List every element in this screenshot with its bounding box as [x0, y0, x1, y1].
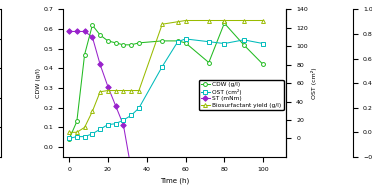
- CDW (g/l): [160, 40, 164, 42]
- CDW (g/l): [222, 22, 227, 24]
- Biosurfactant yield (g/l): [176, 21, 180, 23]
- Biosurfactant yield (g/l): [82, 126, 87, 129]
- Biosurfactant yield (g/l): [206, 19, 211, 22]
- Biosurfactant yield (g/l): [75, 131, 79, 133]
- OST (cm²): [241, 39, 246, 41]
- CDW (g/l): [129, 44, 134, 46]
- Biosurfactant yield (g/l): [222, 19, 227, 22]
- Biosurfactant yield (g/l): [98, 91, 102, 93]
- CDW (g/l): [206, 61, 211, 64]
- Biosurfactant yield (g/l): [90, 110, 94, 112]
- X-axis label: Time (h): Time (h): [160, 177, 189, 184]
- CDW (g/l): [90, 24, 94, 26]
- ST (mNm): [113, 105, 118, 107]
- CDW (g/l): [261, 63, 265, 66]
- ST (mNm): [121, 124, 126, 126]
- ST (mNm): [90, 36, 94, 38]
- CDW (g/l): [176, 40, 180, 42]
- OST (cm²): [222, 42, 227, 45]
- Legend: CDW (g/l), OST (cm²), ST (mNm), Biosurfactant yield (g/l): CDW (g/l), OST (cm²), ST (mNm), Biosurfa…: [199, 80, 283, 110]
- Biosurfactant yield (g/l): [160, 23, 164, 25]
- OST (cm²): [67, 137, 71, 139]
- ST (mNm): [67, 30, 71, 33]
- Biosurfactant yield (g/l): [137, 89, 141, 92]
- CDW (g/l): [82, 53, 87, 56]
- CDW (g/l): [75, 120, 79, 123]
- Biosurfactant yield (g/l): [113, 89, 118, 92]
- Biosurfactant yield (g/l): [121, 89, 126, 92]
- OST (cm²): [160, 65, 164, 68]
- Biosurfactant yield (g/l): [261, 19, 265, 22]
- CDW (g/l): [241, 44, 246, 46]
- OST (cm²): [176, 41, 180, 43]
- CDW (g/l): [113, 42, 118, 44]
- Line: ST (mNm): ST (mNm): [67, 29, 265, 189]
- OST (cm²): [137, 107, 141, 109]
- OST (cm²): [82, 136, 87, 138]
- Biosurfactant yield (g/l): [106, 89, 110, 92]
- OST (cm²): [121, 119, 126, 121]
- CDW (g/l): [137, 42, 141, 44]
- OST (cm²): [129, 114, 134, 117]
- Biosurfactant yield (g/l): [241, 19, 246, 22]
- OST (cm²): [75, 136, 79, 138]
- ST (mNm): [75, 30, 79, 33]
- ST (mNm): [129, 168, 134, 170]
- CDW (g/l): [183, 42, 188, 44]
- CDW (g/l): [67, 138, 71, 140]
- Line: Biosurfactant yield (g/l): Biosurfactant yield (g/l): [67, 19, 265, 134]
- Line: CDW (g/l): CDW (g/l): [67, 21, 265, 141]
- OST (cm²): [113, 122, 118, 125]
- ST (mNm): [82, 30, 87, 33]
- CDW (g/l): [106, 40, 110, 42]
- Y-axis label: CDW (g/l): CDW (g/l): [36, 68, 41, 98]
- Biosurfactant yield (g/l): [129, 89, 134, 92]
- Biosurfactant yield (g/l): [67, 131, 71, 133]
- OST (cm²): [261, 42, 265, 45]
- OST (cm²): [206, 41, 211, 43]
- OST (cm²): [98, 128, 102, 130]
- OST (cm²): [106, 123, 110, 126]
- Y-axis label: OST (cm²): OST (cm²): [311, 67, 317, 99]
- ST (mNm): [106, 85, 110, 88]
- CDW (g/l): [98, 34, 102, 36]
- OST (cm²): [90, 133, 94, 135]
- ST (mNm): [98, 63, 102, 66]
- CDW (g/l): [121, 44, 126, 46]
- Biosurfactant yield (g/l): [183, 19, 188, 22]
- OST (cm²): [183, 38, 188, 40]
- Line: OST (cm²): OST (cm²): [67, 37, 265, 140]
